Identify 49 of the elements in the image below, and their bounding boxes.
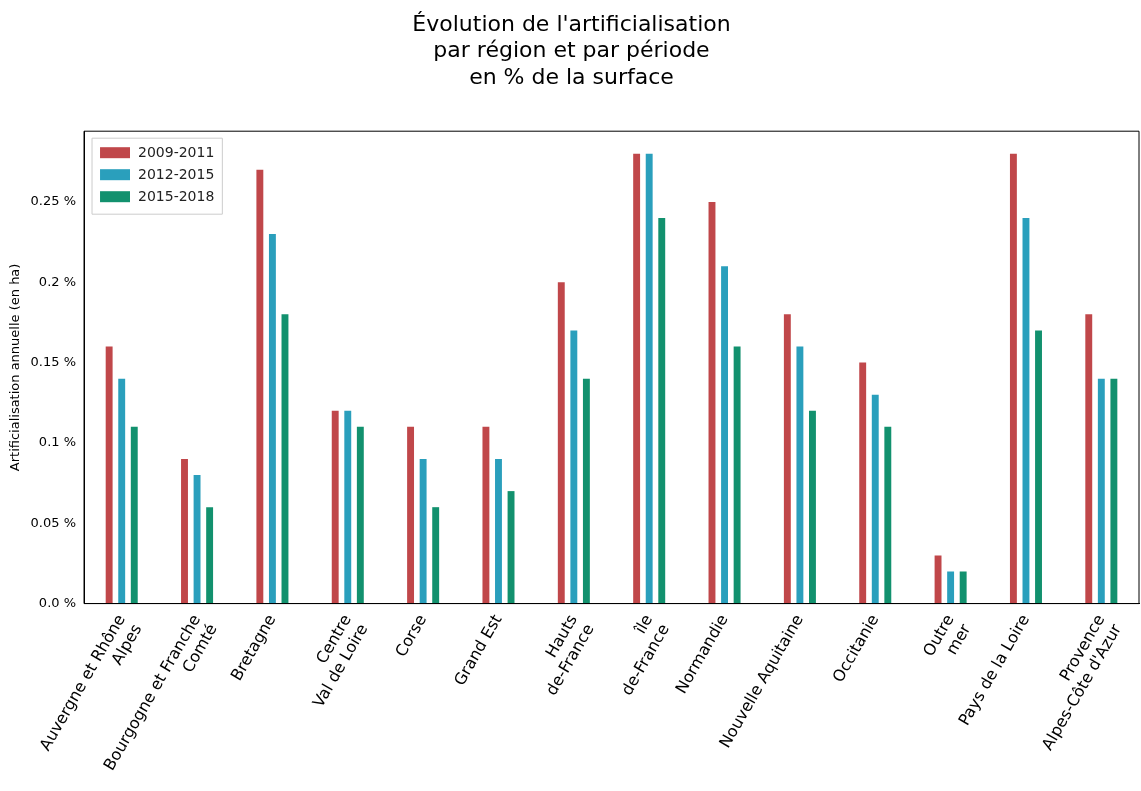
bar: [193, 475, 201, 604]
bar: [871, 394, 879, 604]
bar: [721, 266, 728, 604]
y-tick-label: 0.05 %: [30, 514, 77, 530]
bar: [1097, 378, 1105, 604]
bar: [557, 282, 565, 604]
legend-label: 2012-2015: [138, 165, 215, 182]
chart-title: Évolution de l'artificialisation par région et par période en % de la surface: [412, 10, 731, 89]
bar: [633, 153, 641, 604]
legend-label: 2009-2011: [138, 143, 215, 160]
bar: [206, 507, 214, 604]
bar: [645, 153, 653, 604]
bar: [783, 314, 791, 604]
y-axis-title: Artificialisation annuelle (en ha): [7, 263, 23, 472]
bar: [268, 234, 276, 604]
bar: [947, 571, 955, 604]
y-tick-label: 0.25 %: [30, 193, 77, 209]
bar: [1085, 314, 1093, 604]
bar: [344, 410, 352, 604]
bar: [407, 426, 415, 604]
legend-label: 2015-2018: [138, 187, 215, 204]
bar: [809, 410, 816, 604]
bar: [658, 217, 666, 604]
y-tick-label: 0.0 %: [38, 594, 77, 610]
bar: [884, 426, 892, 604]
bar: [934, 555, 942, 604]
bar: [570, 330, 578, 604]
bar: [796, 346, 804, 604]
bar: [256, 169, 264, 604]
bar: [1035, 330, 1042, 604]
bar: [959, 571, 967, 604]
bar: [1009, 153, 1017, 604]
bar: [419, 458, 427, 604]
bar: [181, 458, 188, 604]
bar: [118, 378, 126, 604]
bar: [130, 426, 138, 604]
bar: [356, 426, 364, 604]
bar: [331, 410, 339, 604]
bar: [859, 362, 867, 604]
bar: [1110, 378, 1118, 604]
y-tick-label: 0.1 %: [38, 434, 77, 450]
bar: [582, 378, 590, 604]
bar: [495, 458, 502, 604]
bar: [105, 346, 113, 604]
y-tick-label: 0.2 %: [38, 273, 77, 289]
bar: [482, 426, 490, 604]
bar: [432, 507, 440, 604]
bar: [733, 346, 741, 604]
y-tick-label: 0.15 %: [30, 353, 77, 369]
